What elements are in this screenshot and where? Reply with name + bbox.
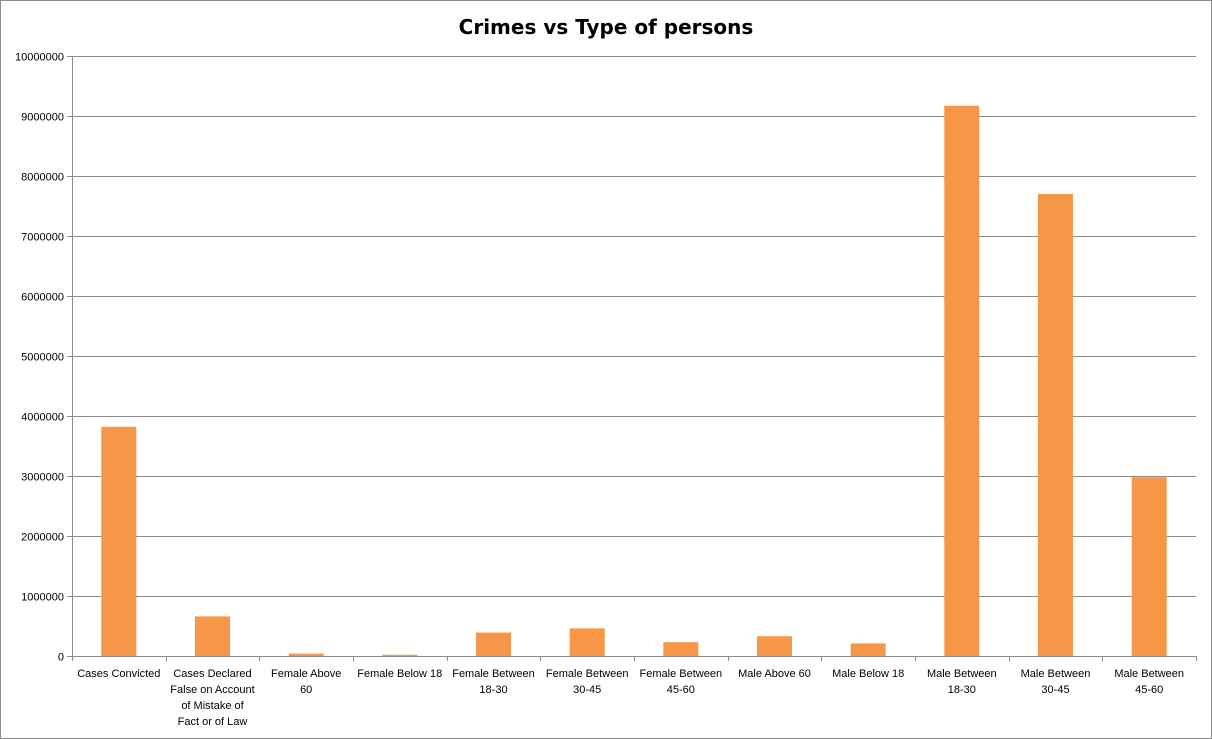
- x-tick-label: Female Between 30-45: [546, 668, 629, 696]
- bars: [101, 105, 1167, 657]
- x-tick-label: Cases Convicted: [77, 668, 160, 680]
- chart-title: Crimes vs Type of persons: [458, 15, 754, 39]
- bar: [757, 636, 792, 656]
- bar: [476, 632, 511, 656]
- gridlines: [72, 56, 1196, 597]
- x-tick-label: Male Between 30-45: [1021, 668, 1091, 696]
- x-axis-tick-labels: Cases Convicted Cases Declared False on Ac…: [77, 668, 1184, 728]
- y-tick-label: 6000000: [21, 292, 64, 304]
- bar: [569, 628, 605, 656]
- y-tick-label: 5000000: [21, 352, 64, 364]
- y-tick-label: 8000000: [21, 172, 64, 184]
- x-tick-label-line: 18-30: [479, 684, 507, 696]
- y-tick-label: 0: [58, 652, 64, 664]
- x-tick-label: Male Above 60: [738, 668, 811, 680]
- x-tick-label-line: Male Between: [1114, 668, 1184, 680]
- axes: [67, 56, 1197, 661]
- bar: [663, 642, 699, 656]
- x-tick-label-line: Female Between: [546, 668, 629, 680]
- x-tick-label: Female Between 18-30: [452, 668, 535, 696]
- y-tick-label: 4000000: [21, 412, 64, 424]
- x-tick-label-line: 18-30: [948, 684, 976, 696]
- x-tick-label: Male Between 18-30: [927, 668, 997, 696]
- x-tick-label-line: Male Between: [1021, 668, 1091, 680]
- y-tick-label: 1000000: [21, 592, 64, 604]
- x-tick-label-line: Female Between: [640, 668, 723, 680]
- y-tick-label: 3000000: [21, 472, 64, 484]
- bar: [1038, 194, 1073, 656]
- bar: [382, 654, 418, 656]
- bar: [101, 426, 137, 656]
- x-tick-label-line: 30-45: [1041, 684, 1069, 696]
- y-tick-label: 9000000: [21, 112, 64, 124]
- x-tick-label: Male Between 45-60: [1114, 668, 1184, 696]
- x-tick-label-line: 60: [300, 684, 312, 696]
- x-tick-label-line: Male Above 60: [738, 668, 811, 680]
- y-tick-label: 2000000: [21, 532, 64, 544]
- bar: [288, 653, 324, 656]
- bar: [195, 616, 230, 656]
- x-tick-label-line: Female Below 18: [357, 668, 442, 680]
- bar: [944, 105, 980, 657]
- x-tick-label-line: of Mistake of: [181, 700, 244, 712]
- x-tick-label-line: False on Account: [170, 684, 254, 696]
- x-tick-label-line: Female Above: [271, 668, 341, 680]
- x-tick-label-line: 45-60: [667, 684, 695, 696]
- x-tick-label-line: Female Between: [452, 668, 535, 680]
- x-tick-label-line: Male Between: [927, 668, 997, 680]
- x-tick-label-line: 30-45: [573, 684, 601, 696]
- bar: [850, 643, 886, 656]
- x-tick-label: Male Below 18: [832, 668, 904, 680]
- x-tick-label-line: Cases Declared: [173, 668, 251, 680]
- y-axis-tick-labels: 0 1000000 2000000 3000000 4000000 5000000 6000…: [15, 52, 64, 664]
- x-tick-label: Cases Declared False on Account of Mistake…: [170, 668, 254, 728]
- x-tick-label-line: Cases Convicted: [77, 668, 160, 680]
- x-tick-label: Female Below 18: [357, 668, 442, 680]
- x-tick-label: Female Between 45-60: [640, 668, 723, 696]
- x-tick-label-line: 45-60: [1135, 684, 1163, 696]
- x-tick-label-line: Fact or of Law: [178, 716, 248, 728]
- y-tick-label: 7000000: [21, 232, 64, 244]
- bar: [1131, 477, 1167, 656]
- y-tick-label: 10000000: [15, 52, 64, 64]
- x-tick-label-line: Male Below 18: [832, 668, 904, 680]
- x-tick-label: Female Above 60: [271, 668, 341, 696]
